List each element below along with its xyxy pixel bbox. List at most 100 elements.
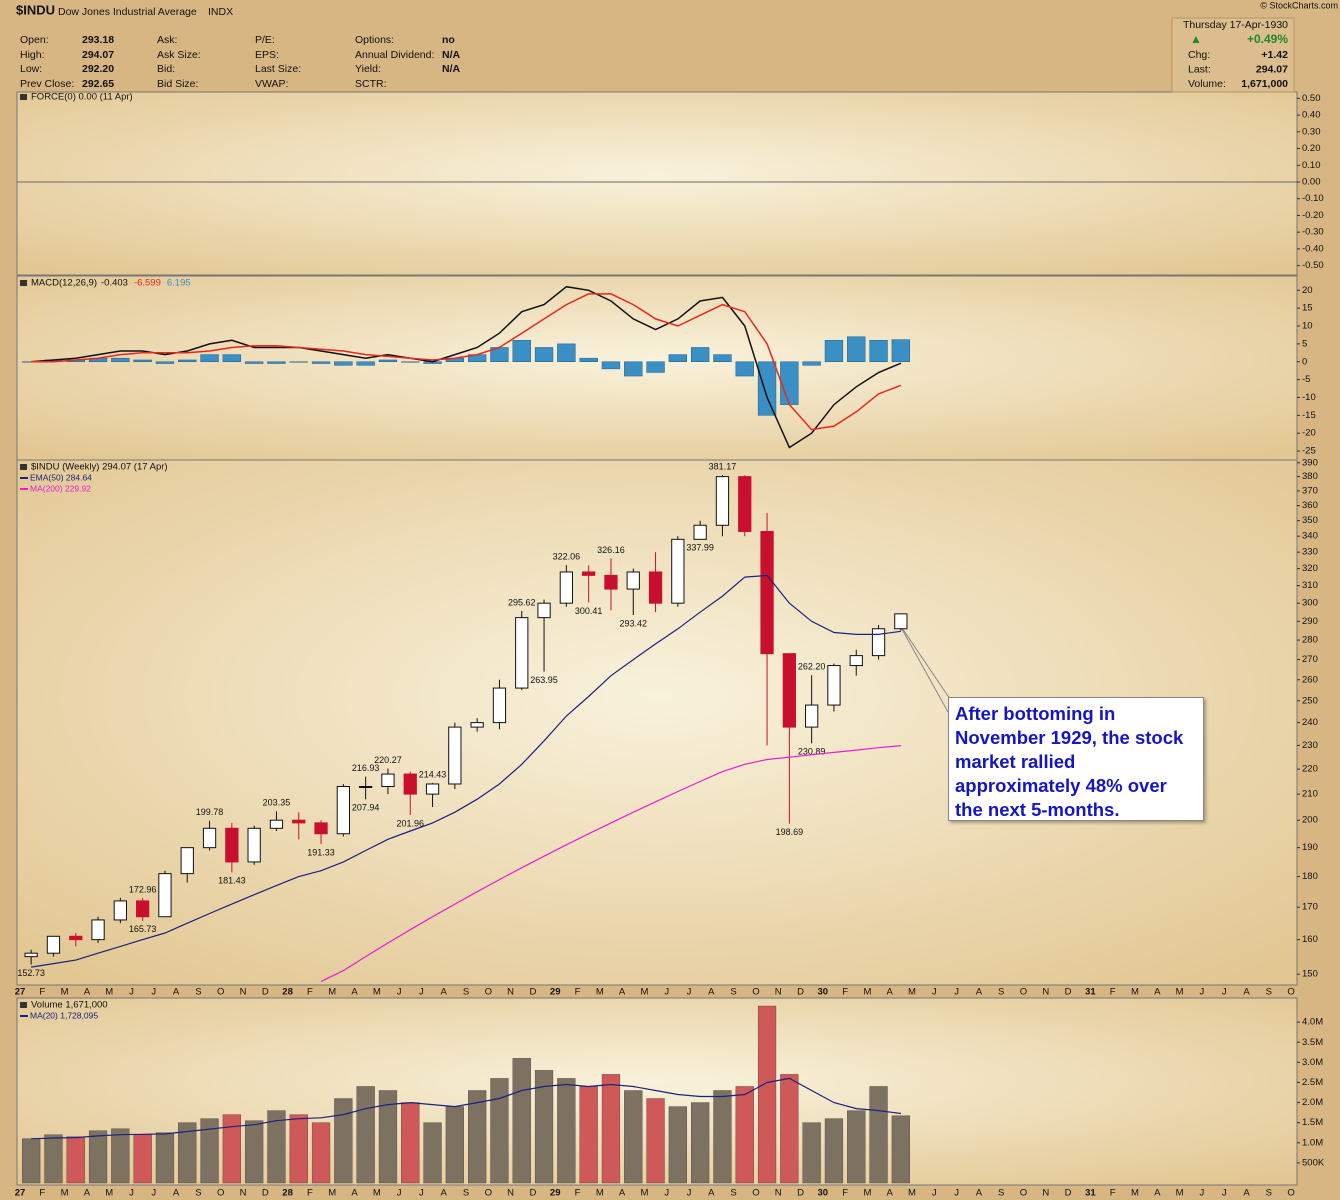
legend-icon — [20, 280, 27, 286]
volume-bar — [66, 1136, 85, 1184]
y-tick-label: -25 — [1302, 446, 1316, 457]
x-tick-label: D — [529, 1188, 536, 1199]
macd-line — [31, 293, 902, 431]
legend-label: MACD(12,26,9) — [31, 278, 97, 289]
candle-body — [492, 687, 507, 724]
high-label: 199.78 — [196, 807, 224, 817]
y-tick-label: 260 — [1302, 674, 1318, 685]
histogram-bar — [289, 361, 308, 363]
low-label: 293.42 — [619, 618, 647, 628]
volume-bar — [222, 1114, 241, 1184]
x-tick-label: J — [1222, 1188, 1227, 1199]
x-tick-label: J — [151, 1188, 156, 1199]
candle-body — [559, 571, 573, 604]
candle-body — [693, 524, 707, 540]
x-tick-label: J — [129, 1188, 134, 1199]
high-label: 172.96 — [129, 884, 157, 894]
low-label: 152.73 — [17, 968, 45, 978]
x-tick-label: F — [1110, 1188, 1116, 1199]
volume-bar — [245, 1120, 264, 1184]
volume-bar — [200, 1118, 219, 1184]
histogram-bar — [713, 354, 732, 362]
x-tick-label: A — [708, 987, 715, 998]
x-tick-label: J — [397, 987, 402, 998]
candle-body — [91, 919, 105, 941]
legend-label: $INDU (Weekly) 294.07 (17 Apr) — [31, 462, 168, 473]
x-tick-label: A — [976, 987, 983, 998]
x-tick-label: N — [240, 1188, 247, 1199]
x-tick-label: M — [863, 987, 871, 998]
histogram-bar — [512, 340, 531, 362]
y-tick-label: 3.5M — [1302, 1037, 1323, 1048]
x-tick-label: J — [954, 1188, 959, 1199]
x-tick-label: 27 — [15, 987, 26, 998]
quote-label: Chg: — [1188, 49, 1210, 61]
y-tick-label: 370 — [1302, 485, 1318, 496]
legend-icon — [20, 94, 27, 100]
y-tick-label: 0.40 — [1302, 110, 1321, 121]
volume-bar — [423, 1122, 442, 1184]
legend-icon — [20, 1002, 27, 1008]
low-label: 337.99 — [686, 543, 714, 553]
y-tick-label: -0.30 — [1302, 227, 1324, 238]
x-tick-label: O — [1287, 1188, 1294, 1199]
candle-body — [269, 819, 284, 829]
x-tick-label: A — [84, 987, 91, 998]
high-label: 216.93 — [352, 763, 380, 773]
candle-body — [671, 538, 685, 604]
histogram-bar — [356, 361, 375, 366]
x-tick-label: F — [842, 987, 848, 998]
volume-bar — [267, 1110, 286, 1184]
x-tick-label: M — [1131, 1188, 1139, 1199]
y-tick-label: -0.50 — [1302, 260, 1324, 271]
x-tick-label: M — [1176, 1188, 1184, 1199]
y-tick-label: -10 — [1302, 392, 1316, 403]
y-tick-label: 20 — [1302, 285, 1313, 296]
x-tick-label: A — [708, 1188, 715, 1199]
y-tick-label: 3.0M — [1302, 1057, 1323, 1068]
x-tick-label: S — [998, 987, 1004, 998]
y-tick-label: 210 — [1302, 789, 1318, 800]
y-tick-label: 250 — [1302, 695, 1318, 706]
x-tick-label: D — [529, 987, 536, 998]
x-tick-label: A — [1154, 987, 1161, 998]
volume-bar — [468, 1090, 487, 1184]
quote-box — [1171, 17, 1295, 93]
y-tick-label: -20 — [1302, 428, 1316, 439]
candle-body — [292, 819, 306, 824]
candle-body — [359, 785, 373, 788]
candle-body — [470, 722, 484, 728]
y-tick-label: 230 — [1302, 740, 1318, 751]
candle-body — [626, 571, 640, 590]
x-tick-label: J — [151, 987, 156, 998]
histogram-bar — [178, 359, 197, 362]
y-tick-label: 15 — [1302, 303, 1313, 314]
field-label: VWAP: — [255, 78, 288, 90]
x-tick-label: J — [687, 987, 692, 998]
low-label: 191.33 — [307, 847, 335, 857]
x-tick-label: 28 — [282, 1188, 293, 1199]
y-tick-label: 0.10 — [1302, 160, 1321, 171]
overlay-line — [31, 574, 901, 968]
x-tick-label: F — [575, 1188, 581, 1199]
x-tick-label: M — [908, 987, 916, 998]
x-tick-label: F — [307, 987, 313, 998]
candle-body — [648, 571, 663, 604]
field-value: 292.65 — [82, 78, 114, 90]
field-value: 294.07 — [82, 49, 114, 61]
candle-body — [582, 571, 596, 576]
y-tick-label: 240 — [1302, 717, 1318, 728]
x-tick-label: M — [908, 1188, 916, 1199]
x-tick-label: S — [195, 987, 201, 998]
y-tick-label: -0.40 — [1302, 243, 1324, 254]
x-tick-label: M — [373, 987, 381, 998]
y-tick-label: -0.10 — [1302, 193, 1324, 204]
y-tick-label: 150 — [1302, 969, 1318, 980]
histogram-bar — [155, 361, 175, 364]
candle-body — [69, 935, 83, 941]
candle-body — [537, 602, 551, 619]
y-tick-label: 1.5M — [1302, 1117, 1323, 1128]
histogram-bar — [111, 357, 130, 362]
x-tick-label: N — [507, 987, 514, 998]
